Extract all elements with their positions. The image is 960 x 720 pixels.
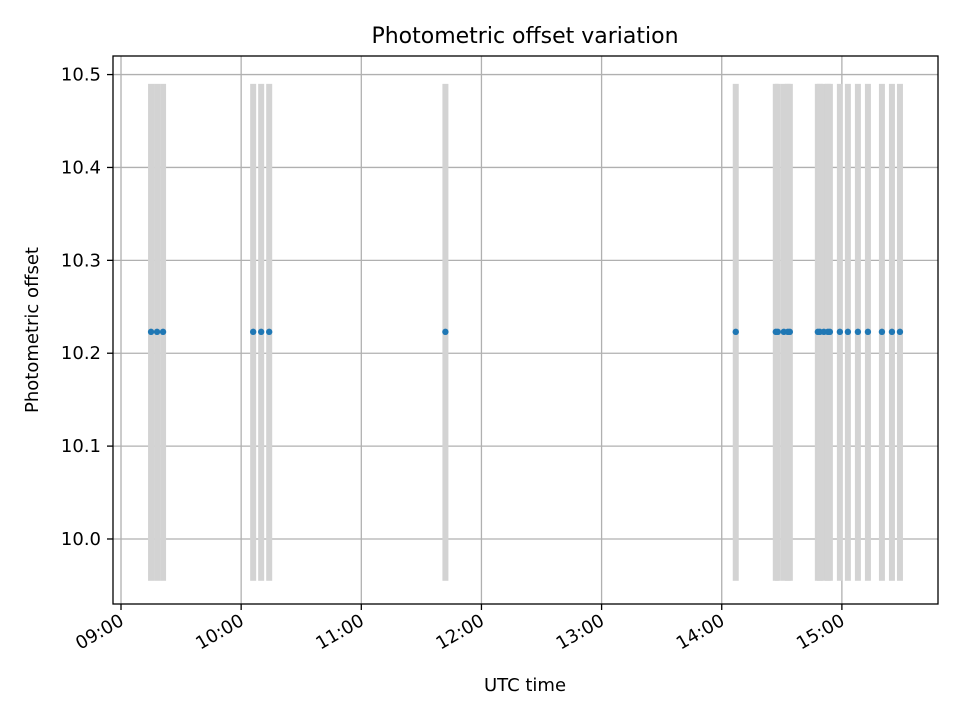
data-point (888, 328, 896, 336)
plot-frame (112, 55, 939, 605)
chart-title: Photometric offset variation (371, 24, 678, 49)
data-point (844, 328, 852, 336)
data-point (249, 328, 257, 336)
data-points (147, 328, 904, 336)
y-tick-label: 10.3 (61, 250, 101, 271)
data-point (774, 328, 782, 336)
data-point (878, 328, 886, 336)
y-tick-label: 10.0 (61, 529, 101, 550)
data-point (442, 328, 449, 336)
data-point (836, 328, 844, 336)
x-axis-label: UTC time (484, 675, 566, 696)
data-point (153, 328, 161, 336)
data-point (147, 328, 155, 336)
y-axis-label: Photometric offset (22, 247, 43, 413)
data-point (159, 328, 167, 336)
data-point (265, 328, 273, 336)
data-point (896, 328, 904, 336)
y-tick-label: 10.2 (61, 343, 101, 364)
y-tick-label: 10.4 (61, 157, 101, 178)
data-point (786, 328, 794, 336)
y-tick-label: 10.5 (61, 65, 101, 86)
data-point (732, 328, 739, 336)
data-point (257, 328, 265, 336)
y-axis-ticks: 10.0 10.1 10.2 10.3 10.4 10.5 (61, 65, 113, 550)
data-point (854, 328, 862, 336)
y-tick-label: 10.1 (61, 436, 101, 457)
data-point (864, 328, 872, 336)
data-point (826, 328, 834, 336)
